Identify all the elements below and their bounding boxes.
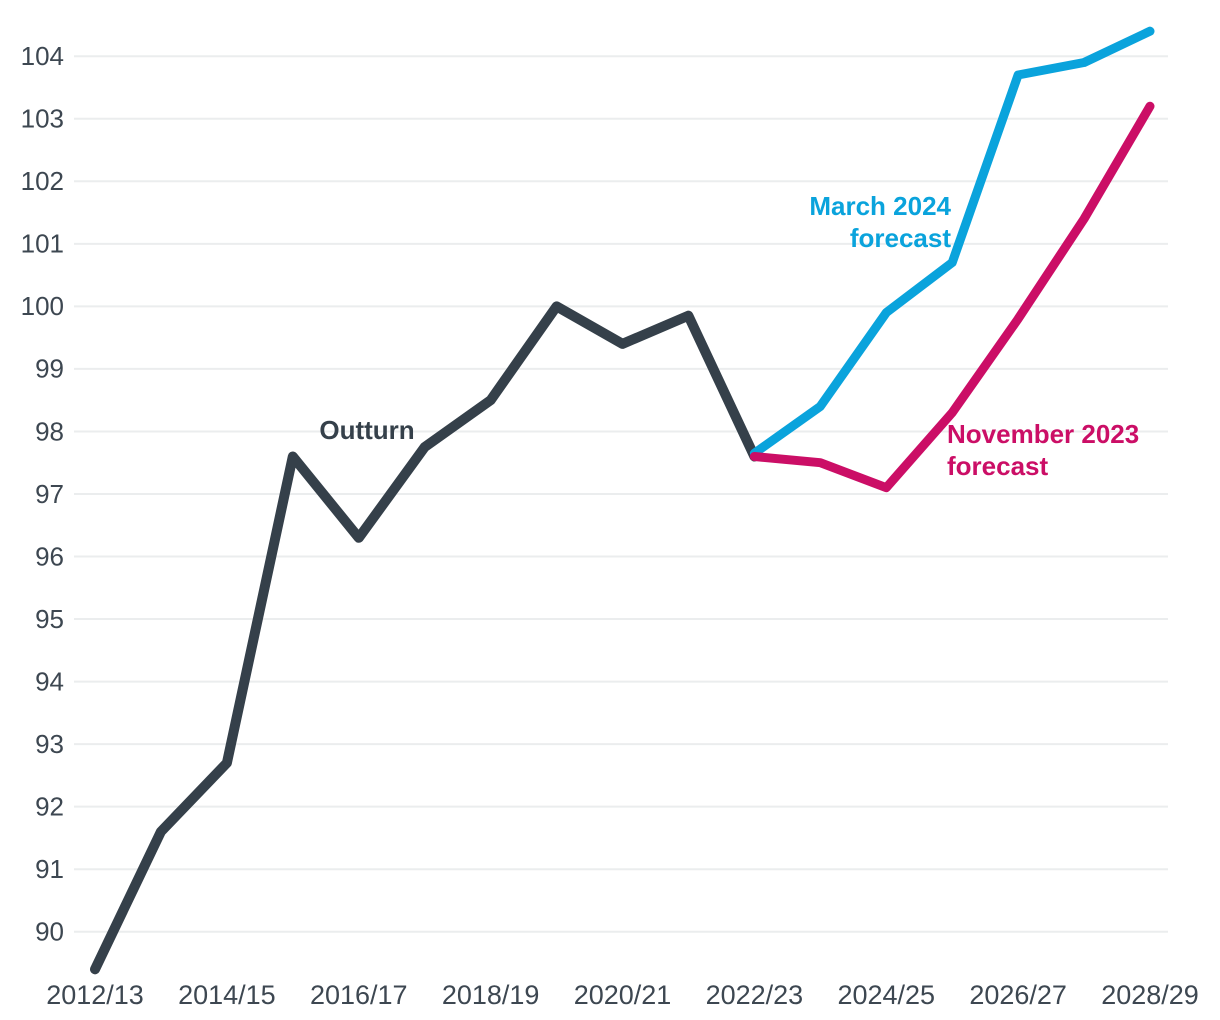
y-axis-tick-label: 92 xyxy=(35,792,64,822)
november-2023-forecast-series-label: November 2023 forecast xyxy=(947,418,1139,482)
y-axis-tick-label: 97 xyxy=(35,479,64,509)
outturn-line xyxy=(90,301,760,975)
y-axis-tick-label: 95 xyxy=(35,604,64,634)
x-axis-tick-label: 2012/13 xyxy=(46,980,144,1010)
y-axis-tick-label: 90 xyxy=(35,917,64,947)
x-axis-tick-label: 2018/19 xyxy=(442,980,540,1010)
november-2023-forecast-label-line2: forecast xyxy=(947,451,1049,481)
y-axis-tick-label: 100 xyxy=(21,291,64,321)
march-2024-forecast-label-line1: March 2024 xyxy=(809,191,951,221)
y-axis-tick-label: 96 xyxy=(35,541,64,571)
x-axis-tick-label: 2022/23 xyxy=(706,980,804,1010)
y-axis-tick-label: 98 xyxy=(35,416,64,446)
outturn-series-label: Outturn xyxy=(319,414,414,446)
march-2024-forecast-series-label: March 2024 forecast xyxy=(809,190,951,254)
march-2024-forecast-label-line2: forecast xyxy=(849,223,951,253)
x-axis-tick-label: 2026/27 xyxy=(969,980,1067,1010)
november-2023-forecast-line xyxy=(749,101,1155,493)
march-2024-forecast-line xyxy=(749,26,1155,458)
x-axis-tick-label: 2016/17 xyxy=(310,980,408,1010)
y-axis-tick-label: 93 xyxy=(35,729,64,759)
y-axis-tick-label: 103 xyxy=(21,104,64,134)
y-axis-tick-label: 94 xyxy=(35,666,64,696)
x-axis-tick-label: 2020/21 xyxy=(574,980,672,1010)
y-axis-tick-label: 91 xyxy=(35,854,64,884)
y-axis-tick-label: 102 xyxy=(21,166,64,196)
x-axis-tick-label: 2024/25 xyxy=(837,980,935,1010)
x-axis-tick-label: 2028/29 xyxy=(1101,980,1199,1010)
x-axis-tick-label: 2014/15 xyxy=(178,980,276,1010)
november-2023-forecast-label-line1: November 2023 xyxy=(947,419,1140,449)
y-axis-tick-label: 99 xyxy=(35,354,64,384)
y-axis-tick-label: 101 xyxy=(21,229,64,259)
y-axis-tick-label: 104 xyxy=(21,41,64,71)
outturn-series-label-text: Outturn xyxy=(319,415,415,445)
